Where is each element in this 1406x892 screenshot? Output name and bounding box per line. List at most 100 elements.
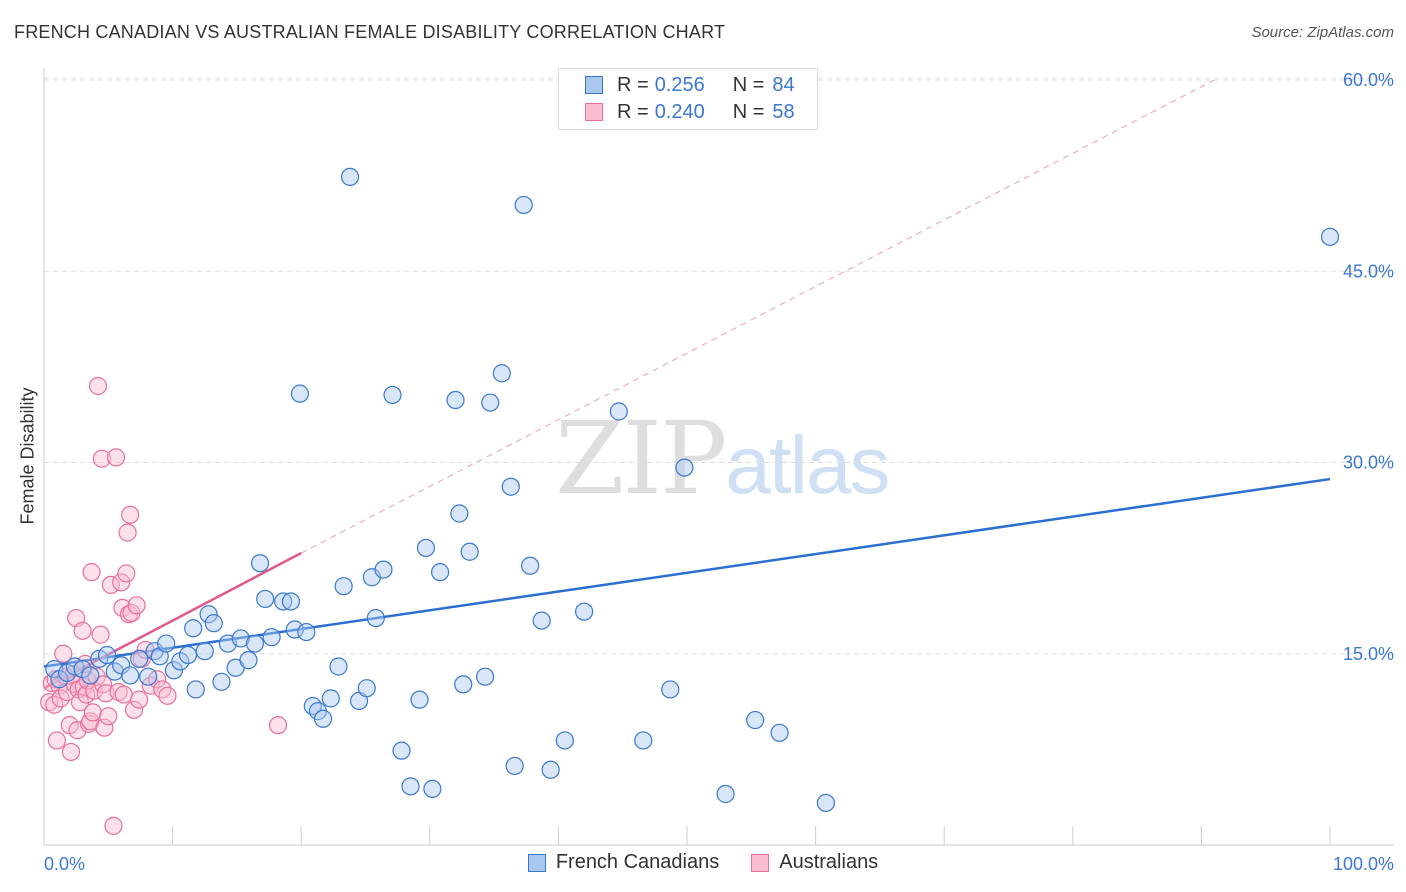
french-canadians-point — [609, 402, 628, 421]
series-swatch-pink — [751, 853, 770, 872]
tick-labels: 15.0% 30.0% 45.0% 60.0% 0.0% 100.0% — [44, 70, 1394, 874]
australians-point — [61, 742, 81, 762]
french-canadians-point — [334, 577, 353, 596]
french-canadians-point — [816, 793, 835, 813]
legend-r-label: R = — [617, 100, 649, 123]
legend-n-label: N = — [732, 100, 765, 123]
y-tick-label: 60.0% — [1343, 70, 1394, 90]
australians-point — [99, 707, 118, 726]
french-canadians-point — [460, 542, 479, 561]
french-canadians-point — [262, 628, 281, 647]
australians-point — [96, 684, 115, 703]
french-canadians-point — [157, 634, 176, 653]
french-canadians-point — [505, 756, 524, 776]
x-tick-label: 100.0% — [1333, 854, 1394, 874]
french-canadians-point — [139, 667, 158, 686]
french-canadians-point — [340, 167, 360, 186]
french-canadians-point — [250, 554, 270, 573]
french-canadians-point — [290, 384, 310, 403]
french-canadians-points — [45, 167, 1340, 813]
french-canadians-point — [274, 592, 293, 611]
legend-n-value: 58 — [772, 100, 795, 123]
french-canadians-point — [446, 390, 465, 410]
french-canadians-point — [675, 458, 694, 477]
french-canadians-point — [303, 696, 322, 716]
australians-point — [158, 686, 177, 705]
australians-point — [68, 721, 87, 740]
french-canadians-point — [410, 690, 429, 709]
series-legend-australians[interactable]: Australians — [751, 851, 878, 874]
australians-point — [117, 564, 136, 583]
australians-point — [130, 690, 149, 709]
trend-lines — [43, 79, 1331, 690]
french-canadians-point — [501, 477, 520, 496]
french-canadians-point — [186, 680, 205, 699]
french-canadians-point — [239, 651, 258, 670]
french-canadians-point — [532, 611, 551, 630]
australians-point — [88, 376, 108, 396]
australians-point — [85, 681, 104, 700]
french-canadians-point — [231, 629, 250, 648]
french-canadians-point — [285, 620, 304, 639]
french-canadians-point — [770, 723, 789, 742]
australians-points — [40, 376, 288, 835]
french-canadians-point — [297, 622, 316, 642]
australians-point — [95, 718, 114, 737]
french-canadians-point — [374, 560, 393, 579]
french-canadians-point — [204, 614, 223, 633]
axes — [43, 68, 1394, 846]
series-swatch-blue — [527, 853, 546, 872]
french-canadians-point — [212, 672, 231, 691]
french-canadians-point — [716, 784, 735, 804]
french-canadians-point — [746, 710, 765, 730]
french-canadians-point — [313, 709, 333, 728]
source-label: Source: ZipAtlas.com — [1251, 24, 1394, 41]
y-tick-label: 15.0% — [1343, 644, 1394, 664]
french-canadians-point — [661, 680, 680, 699]
australians-point — [268, 716, 288, 735]
series-legend-french-canadians[interactable]: French Canadians — [527, 851, 719, 874]
australians-point — [106, 448, 126, 467]
australians-point — [92, 449, 111, 468]
french-canadians-point — [521, 556, 540, 575]
french-canadians-point — [366, 608, 385, 628]
y-axis-label: Female Disability — [17, 387, 38, 525]
y-tick-label: 30.0% — [1343, 453, 1394, 473]
legend-r-value: 0.256 — [654, 73, 705, 96]
french-canadians-point — [423, 779, 442, 799]
french-canadians-point — [195, 642, 214, 661]
australians-point — [83, 703, 102, 722]
french-canadians-point — [97, 645, 117, 665]
australians-point — [91, 625, 110, 644]
australians-trend-line — [43, 551, 302, 690]
french-canadians-point — [256, 589, 275, 609]
french-canadians-point — [164, 661, 183, 680]
french-canadians-point — [81, 666, 100, 685]
australians-point — [124, 700, 144, 719]
french-canadians-point — [634, 731, 653, 750]
australians-point — [114, 685, 133, 704]
french-canadians-point — [121, 666, 140, 685]
australians-point — [112, 573, 131, 592]
french-canadians-point — [475, 667, 495, 686]
french-canadians-point — [383, 385, 402, 405]
australians-point — [47, 731, 66, 750]
australians-trend-extension — [300, 79, 1215, 554]
australians-point — [121, 505, 140, 524]
french-canadians-point — [329, 657, 348, 676]
australians-point — [82, 563, 101, 582]
french-canadians-point — [245, 634, 265, 653]
french-canadians-point — [357, 679, 376, 698]
legend-r-label: R = — [617, 73, 649, 96]
french-canadians-point — [1320, 227, 1340, 246]
y-tick-label: 45.0% — [1343, 261, 1394, 281]
australians-point — [40, 693, 59, 712]
french-canadians-point — [430, 563, 450, 582]
australians-point — [73, 621, 92, 640]
french-canadians-point — [392, 741, 411, 760]
legend-row-french-canadians: R = 0.256 N = 84 — [585, 73, 795, 97]
legend-row-australians: R = 0.240 N = 58 — [585, 100, 795, 124]
french-canadians-point — [454, 675, 473, 694]
legend-n-value: 84 — [772, 73, 795, 96]
